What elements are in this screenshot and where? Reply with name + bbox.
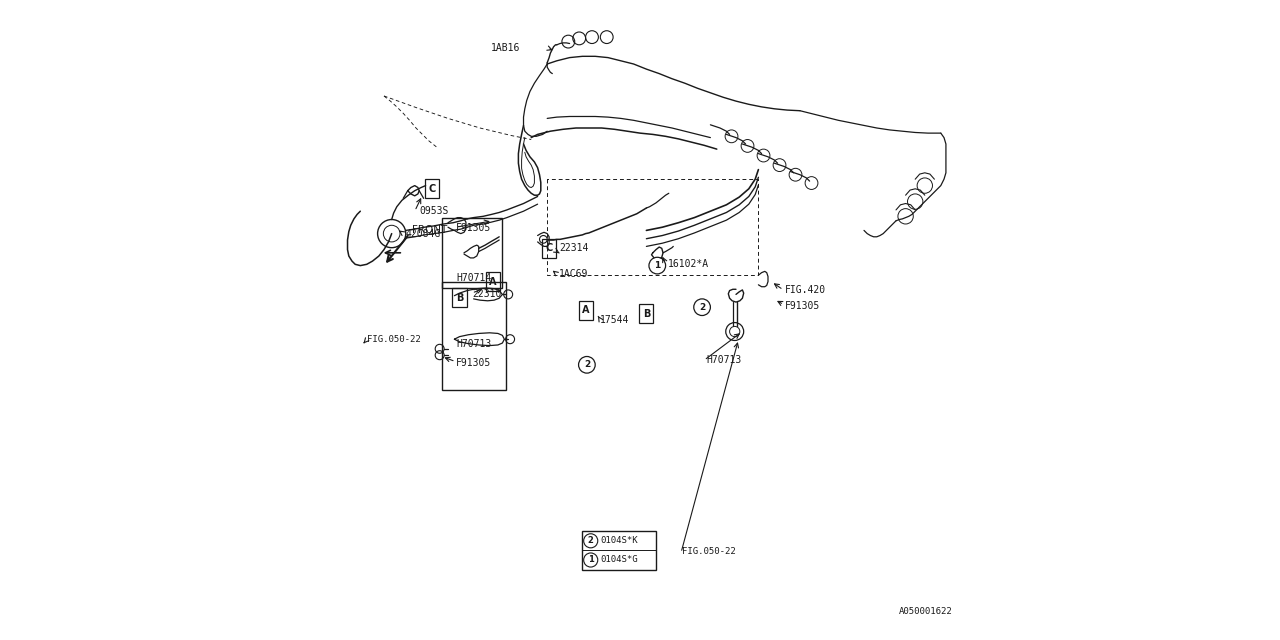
Text: 22310: 22310 <box>472 289 502 300</box>
Text: F91305: F91305 <box>785 301 820 311</box>
Text: 1AB16: 1AB16 <box>492 43 520 53</box>
Text: FRONT: FRONT <box>412 225 447 236</box>
Circle shape <box>584 553 598 567</box>
Text: B: B <box>643 308 650 319</box>
Text: C: C <box>545 243 553 253</box>
Text: A050001622: A050001622 <box>899 607 952 616</box>
Text: B: B <box>456 292 463 303</box>
Text: H70713: H70713 <box>457 339 492 349</box>
Bar <box>582 531 657 570</box>
Text: H70714: H70714 <box>457 273 492 284</box>
Text: 1: 1 <box>654 261 660 270</box>
Text: 0104S*G: 0104S*G <box>600 556 637 564</box>
Text: A: A <box>489 276 497 287</box>
Text: C: C <box>429 184 435 194</box>
Bar <box>453 288 467 307</box>
Text: 16102*A: 16102*A <box>668 259 709 269</box>
Text: F91305: F91305 <box>457 223 492 234</box>
Text: FIG.050-22: FIG.050-22 <box>367 335 420 344</box>
Text: 0104S*K: 0104S*K <box>600 536 637 545</box>
Text: FIG.050-22: FIG.050-22 <box>681 547 735 556</box>
Text: 2: 2 <box>699 303 705 312</box>
Bar <box>579 301 593 320</box>
Text: 1: 1 <box>588 556 594 564</box>
Bar <box>442 218 503 288</box>
Bar <box>486 272 500 291</box>
Text: H70713: H70713 <box>707 355 741 365</box>
Text: 2: 2 <box>584 360 590 369</box>
Bar <box>442 282 506 390</box>
Circle shape <box>579 356 595 373</box>
Circle shape <box>694 299 710 316</box>
Text: A: A <box>582 305 589 316</box>
Bar <box>425 179 439 198</box>
Text: 0953S: 0953S <box>420 206 448 216</box>
Text: 1AC69: 1AC69 <box>559 269 588 279</box>
Bar <box>640 304 654 323</box>
Text: 22314: 22314 <box>559 243 589 253</box>
Text: 42084G: 42084G <box>404 228 440 239</box>
Circle shape <box>649 257 666 274</box>
Text: FIG.420: FIG.420 <box>785 285 826 295</box>
Text: F91305: F91305 <box>457 358 492 368</box>
Text: 17544: 17544 <box>600 315 630 325</box>
Bar <box>543 239 556 258</box>
Circle shape <box>584 534 598 548</box>
Text: 2: 2 <box>588 536 594 545</box>
